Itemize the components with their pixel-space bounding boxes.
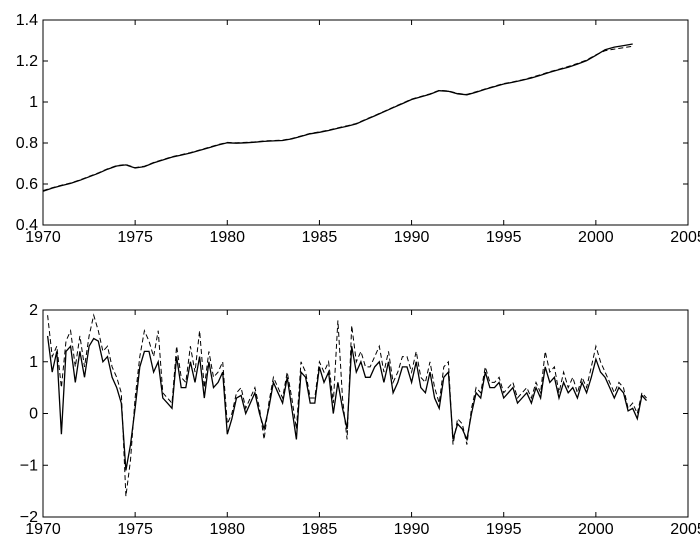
x-tick-label: 1970 [25, 229, 61, 246]
x-tick-label: 1985 [302, 521, 338, 538]
series-line-solid [46, 335, 647, 471]
series-line-solid [42, 43, 633, 192]
x-tick-label: 1980 [209, 229, 245, 246]
y-tick-label: 2 [29, 302, 38, 319]
x-tick-label: 1975 [117, 229, 153, 246]
plot-area-frame [42, 19, 689, 226]
x-tick-label: 2000 [578, 521, 614, 538]
x-tick-label: 1985 [302, 229, 338, 246]
y-tick-label: −2 [20, 509, 38, 526]
series-line-dashed [42, 45, 633, 192]
x-tick-label: 1990 [394, 521, 430, 538]
x-tick-label: 1970 [25, 521, 61, 538]
y-tick-label: 1.4 [16, 12, 38, 29]
x-tick-label: 1990 [394, 229, 430, 246]
top-line-chart: 1970 1975 1980 1985 1990 1995 2000 2005 0.4 0.6 0.… [16, 12, 700, 246]
y-tick-label: 0.8 [16, 135, 38, 152]
x-tick-label: 2000 [578, 229, 614, 246]
x-tick-label: 2005 [670, 229, 700, 246]
y-tick-label: 0.4 [16, 217, 38, 234]
x-tick-label: 2005 [670, 521, 700, 538]
bottom-line-chart: 1970 1975 1980 1985 1990 1995 2000 2005 −2 −1 0 1 2 [20, 302, 700, 538]
series-line-dashed [47, 313, 647, 497]
y-tick-label: 0.6 [16, 176, 38, 193]
y-tick-label: −1 [20, 457, 38, 474]
y-tick-label: 1 [29, 94, 38, 111]
x-tick-label: 1995 [486, 229, 522, 246]
y-tick-label: 1 [29, 354, 38, 371]
x-tick-label: 1980 [209, 521, 245, 538]
y-tick-label: 0 [29, 406, 38, 423]
y-tick-label: 1.2 [16, 53, 38, 70]
plot-area-frame [42, 309, 689, 518]
x-tick-label: 1995 [486, 521, 522, 538]
x-tick-label: 1975 [117, 521, 153, 538]
